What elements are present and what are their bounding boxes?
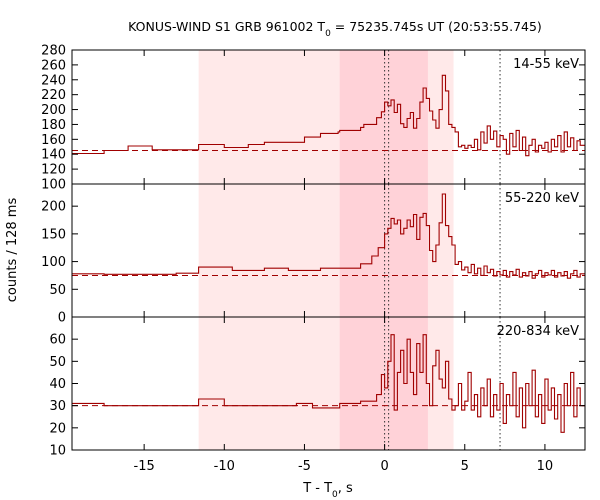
y-tick-label: 50 [49, 283, 66, 298]
y-tick-label: 100 [41, 178, 66, 193]
panel-energy-label: 220-834 keV [497, 324, 580, 339]
y-tick-label: 10 [49, 444, 66, 459]
y-tick-label: 180 [41, 118, 66, 133]
y-tick-label: 40 [49, 377, 66, 392]
x-tick-label: 5 [461, 459, 469, 474]
y-tick-label: 240 [41, 73, 66, 88]
y-axis-label: counts / 128 ms [5, 198, 20, 303]
panel-energy-label: 55-220 keV [505, 191, 579, 206]
y-tick-label: 160 [41, 133, 66, 148]
x-tick-label: -10 [214, 459, 235, 474]
y-tick-label: 100 [41, 255, 66, 270]
y-tick-label: 200 [41, 103, 66, 118]
series-lightcurve [72, 334, 585, 433]
y-tick-label: 50 [49, 355, 66, 370]
series-lightcurve [72, 193, 585, 279]
x-tick-label: -15 [134, 459, 155, 474]
y-tick-label: 280 [41, 44, 66, 59]
y-tick-label: 260 [41, 58, 66, 73]
y-tick-label: 20 [49, 421, 66, 436]
x-tick-label: -5 [298, 459, 311, 474]
y-tick-label: 30 [49, 399, 66, 414]
y-tick-label: 120 [41, 163, 66, 178]
chart-title: KONUS-WIND S1 GRB 961002 T0 = 75235.745s… [128, 19, 542, 39]
y-tick-label: 0 [58, 311, 66, 326]
panel-3: 10 20 30 40 50 60 220-834 keV [49, 316, 586, 459]
x-tick-labels: -15 -10 -5 0 5 10 [134, 459, 554, 474]
shaded-inner-interval [339, 317, 428, 450]
panel-energy-label: 14-55 keV [513, 57, 579, 72]
shaded-inner-interval [339, 184, 428, 317]
y-tick-label: 140 [41, 148, 66, 163]
y-tick-label: 220 [41, 88, 66, 103]
x-tick-label: 0 [380, 459, 388, 474]
shaded-inner-interval [339, 50, 428, 184]
x-axis-label: T - T0, s [302, 481, 353, 500]
y-tick-label: 150 [41, 227, 66, 242]
series-lightcurve [72, 74, 585, 157]
x-tick-label: 10 [537, 459, 554, 474]
panel-2: 0 50 100 150 200 55-220 keV [41, 183, 586, 326]
y-tick-label: 60 [49, 333, 66, 348]
y-tick-label: 200 [41, 200, 66, 215]
